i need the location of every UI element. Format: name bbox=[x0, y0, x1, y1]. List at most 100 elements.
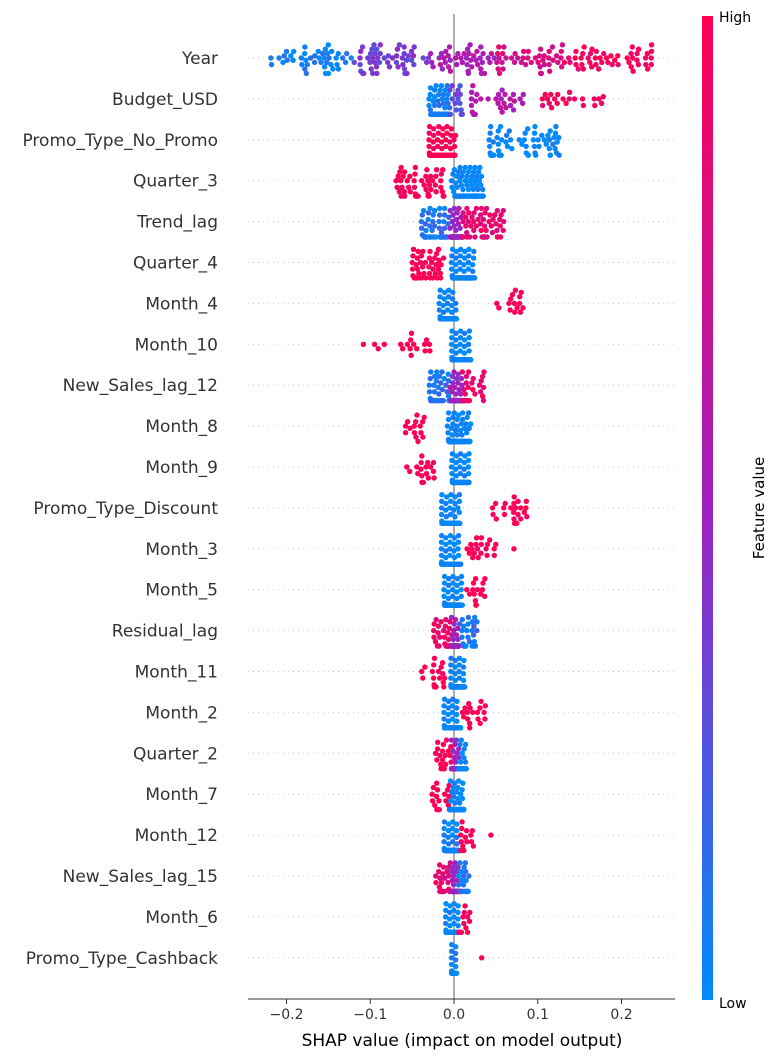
shap-point-quarter-4 bbox=[414, 266, 421, 272]
shap-point-promo-type-discount bbox=[518, 516, 524, 522]
shap-point-month-4 bbox=[449, 309, 455, 315]
shap-point-month-3 bbox=[458, 561, 464, 567]
shap-point-year bbox=[454, 61, 460, 68]
shap-point-month-9 bbox=[462, 453, 468, 459]
shap-point-new-sales-lag-15 bbox=[465, 888, 471, 895]
shap-point-month-9 bbox=[418, 466, 424, 472]
shap-point-quarter-3 bbox=[429, 178, 436, 184]
shap-point-year bbox=[464, 46, 471, 52]
shap-point-year bbox=[550, 57, 556, 63]
shap-point-quarter-3 bbox=[394, 184, 400, 190]
shap-point-month-5 bbox=[472, 576, 479, 582]
shap-point-quarter-4 bbox=[419, 275, 425, 281]
shap-point-budget-usd bbox=[426, 102, 432, 109]
shap-point-trend-lag bbox=[436, 205, 443, 212]
shap-point-promo-type-no-promo bbox=[497, 123, 504, 130]
shap-point-year bbox=[536, 53, 543, 59]
shap-point-promo-type-discount bbox=[517, 505, 524, 511]
shap-point-quarter-2 bbox=[432, 750, 439, 756]
shap-point-month-9 bbox=[465, 457, 472, 464]
shap-point-budget-usd bbox=[436, 91, 442, 98]
shap-point-month-8 bbox=[445, 430, 451, 436]
shap-point-year bbox=[520, 55, 526, 61]
shap-point-promo-type-no-promo bbox=[516, 137, 522, 143]
shap-point-year bbox=[523, 61, 529, 68]
shap-point-year bbox=[630, 68, 636, 74]
shap-point-year bbox=[488, 50, 495, 57]
shap-point-residual-lag bbox=[435, 630, 441, 636]
shap-point-quarter-3 bbox=[480, 186, 486, 193]
shap-point-month-6 bbox=[451, 914, 457, 920]
shap-point-month-9 bbox=[453, 453, 460, 459]
shap-point-month-8 bbox=[455, 412, 462, 418]
shap-point-quarter-3 bbox=[454, 184, 460, 190]
feature-label-promo-type-cashback: Promo_Type_Cashback bbox=[26, 949, 218, 969]
shap-point-new-sales-lag-12 bbox=[439, 386, 445, 393]
shap-point-trend-lag bbox=[478, 205, 485, 212]
shap-point-trend-lag bbox=[488, 223, 494, 229]
shap-point-year bbox=[599, 59, 605, 66]
shap-point-budget-usd bbox=[507, 102, 514, 109]
shap-point-year bbox=[385, 53, 392, 59]
shap-point-new-sales-lag-12 bbox=[435, 384, 441, 391]
shap-point-trend-lag bbox=[497, 216, 503, 223]
shap-point-year bbox=[553, 53, 560, 59]
shap-point-year bbox=[575, 66, 581, 72]
shap-point-year bbox=[474, 48, 480, 55]
shap-point-month-9 bbox=[453, 473, 459, 479]
shap-point-month-4 bbox=[436, 300, 442, 307]
shap-point-month-8 bbox=[415, 438, 421, 445]
shap-point-promo-type-no-promo bbox=[507, 137, 514, 143]
shap-point-year bbox=[587, 50, 594, 57]
shap-point-new-sales-lag-12 bbox=[469, 380, 475, 386]
shap-point-month-9 bbox=[457, 451, 464, 457]
shap-point-year bbox=[508, 55, 515, 61]
shap-point-year bbox=[320, 50, 326, 57]
shap-point-month-9 bbox=[449, 470, 455, 477]
shap-point-month-7 bbox=[430, 784, 437, 791]
shap-point-new-sales-lag-15 bbox=[450, 882, 457, 888]
shap-point-new-sales-lag-15 bbox=[433, 879, 439, 886]
shap-point-month-5 bbox=[466, 591, 473, 597]
shap-point-residual-lag bbox=[440, 627, 447, 634]
feature-label-new-sales-lag-12: New_Sales_lag_12 bbox=[63, 376, 218, 396]
shap-point-quarter-2 bbox=[462, 759, 469, 765]
shap-point-trend-lag bbox=[460, 218, 466, 225]
shap-point-new-sales-lag-15 bbox=[458, 877, 465, 884]
shap-point-promo-type-no-promo bbox=[536, 143, 542, 150]
shap-point-budget-usd bbox=[453, 107, 460, 113]
shap-point-month-11 bbox=[460, 677, 467, 683]
shap-point-quarter-4 bbox=[433, 262, 439, 268]
shap-point-new-sales-lag-15 bbox=[455, 864, 461, 870]
shap-point-trend-lag bbox=[478, 227, 484, 234]
shap-point-month-8 bbox=[449, 432, 455, 438]
shap-point-month-11 bbox=[456, 675, 463, 681]
shap-point-promo-type-discount bbox=[489, 505, 496, 511]
shap-point-new-sales-lag-12 bbox=[433, 378, 440, 384]
shap-point-month-10 bbox=[423, 337, 430, 343]
shap-point-quarter-2 bbox=[448, 744, 454, 750]
shap-point-month-12 bbox=[454, 828, 460, 834]
shap-point-budget-usd bbox=[455, 87, 461, 93]
shap-point-quarter-3 bbox=[427, 173, 434, 179]
shap-point-year bbox=[445, 53, 451, 59]
shap-point-promo-type-discount bbox=[452, 500, 458, 507]
shap-point-residual-lag bbox=[448, 614, 455, 621]
shap-point-year bbox=[496, 44, 502, 50]
shap-point-trend-lag bbox=[483, 227, 489, 234]
shap-point-new-sales-lag-12 bbox=[463, 373, 470, 380]
shap-point-month-8 bbox=[454, 416, 460, 423]
shap-point-trend-lag bbox=[500, 227, 506, 234]
shap-point-quarter-4 bbox=[448, 266, 455, 272]
shap-point-residual-lag bbox=[474, 627, 480, 634]
shap-point-quarter-4 bbox=[416, 270, 422, 277]
shap-point-promo-type-discount bbox=[523, 505, 529, 511]
shap-point-residual-lag bbox=[459, 627, 465, 634]
shap-point-year bbox=[518, 59, 524, 66]
shap-point-budget-usd bbox=[600, 94, 606, 100]
shap-point-month-3 bbox=[455, 532, 462, 539]
shap-point-month-11 bbox=[456, 668, 462, 675]
shap-point-year bbox=[284, 57, 290, 63]
shap-point-quarter-3 bbox=[467, 164, 473, 171]
shap-point-residual-lag bbox=[472, 614, 478, 621]
